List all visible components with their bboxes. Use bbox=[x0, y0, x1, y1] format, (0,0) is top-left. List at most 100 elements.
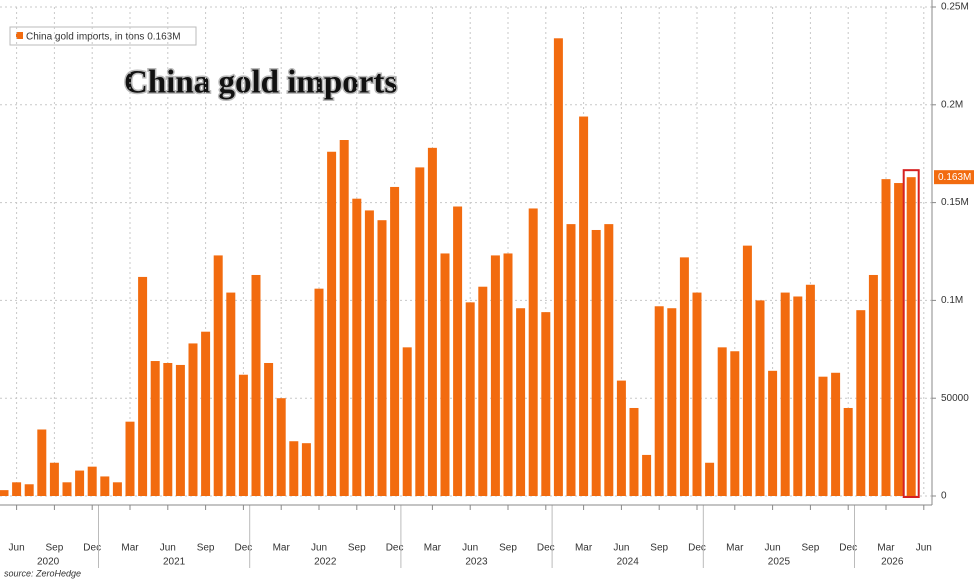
x-tick-label: Mar bbox=[726, 543, 744, 554]
bar bbox=[906, 177, 916, 496]
bar bbox=[868, 274, 878, 496]
legend-swatch bbox=[16, 32, 23, 39]
bar bbox=[478, 286, 488, 496]
bar bbox=[339, 140, 349, 496]
bar bbox=[415, 167, 425, 496]
x-tick-label: Mar bbox=[121, 543, 139, 554]
x-tick-label: Sep bbox=[802, 543, 820, 554]
bar bbox=[465, 302, 475, 496]
bar bbox=[37, 429, 47, 496]
x-tick-label: Dec bbox=[688, 543, 706, 554]
x-tick-label: Jun bbox=[916, 543, 932, 554]
bar bbox=[238, 374, 248, 496]
bar bbox=[843, 407, 853, 496]
bar bbox=[831, 372, 841, 496]
x-tick-label: Jun bbox=[613, 543, 629, 554]
x-tick-label: Sep bbox=[650, 543, 668, 554]
last-value-label: 0.163M bbox=[938, 172, 971, 183]
x-year-label: 2022 bbox=[314, 557, 337, 568]
bar bbox=[377, 220, 387, 497]
bar bbox=[579, 116, 589, 496]
legend-box bbox=[9, 26, 197, 46]
bar bbox=[427, 147, 437, 496]
bar bbox=[175, 364, 185, 496]
x-tick-label: Dec bbox=[537, 543, 555, 554]
x-year-label: 2023 bbox=[465, 557, 488, 568]
x-tick-label: Dec bbox=[235, 543, 253, 554]
y-tick-label: 0 bbox=[941, 491, 947, 502]
bar bbox=[541, 312, 551, 496]
bar bbox=[490, 255, 500, 496]
bar bbox=[503, 253, 513, 496]
x-tick-label: Mar bbox=[575, 543, 593, 554]
x-year-label: 2021 bbox=[163, 557, 186, 568]
bar bbox=[679, 257, 689, 496]
x-tick-label: Dec bbox=[386, 543, 404, 554]
bar bbox=[755, 300, 765, 496]
bar bbox=[12, 482, 22, 496]
bar bbox=[201, 331, 211, 496]
bar bbox=[402, 347, 412, 496]
bar bbox=[616, 380, 626, 496]
x-tick-label: Sep bbox=[499, 543, 517, 554]
bar bbox=[87, 466, 97, 496]
bar bbox=[0, 490, 9, 496]
x-tick-label: Jun bbox=[9, 543, 25, 554]
bar bbox=[793, 296, 803, 496]
bar bbox=[604, 224, 614, 496]
bar bbox=[667, 308, 677, 496]
bar bbox=[566, 224, 576, 496]
bar bbox=[629, 407, 639, 496]
x-tick-label: Jun bbox=[462, 543, 478, 554]
x-tick-label: Dec bbox=[839, 543, 857, 554]
bar bbox=[314, 288, 324, 496]
bar bbox=[881, 179, 891, 497]
x-tick-label: Jun bbox=[160, 543, 176, 554]
bar bbox=[188, 343, 198, 496]
bar bbox=[390, 186, 400, 496]
bar bbox=[75, 470, 85, 496]
x-tick-label: Jun bbox=[311, 543, 327, 554]
y-tick-label: 0.2M bbox=[941, 99, 963, 110]
x-tick-label: Mar bbox=[424, 543, 442, 554]
bar bbox=[440, 253, 450, 496]
bar bbox=[163, 362, 173, 496]
bar bbox=[528, 208, 538, 496]
x-tick-label: Sep bbox=[348, 543, 366, 554]
bar bbox=[705, 462, 715, 496]
bar bbox=[352, 198, 362, 497]
bar bbox=[805, 284, 815, 496]
last-value-tag bbox=[934, 170, 974, 185]
bar bbox=[150, 361, 160, 496]
legend-name: China gold imports, in tons bbox=[26, 31, 144, 42]
x-tick-label: Jun bbox=[765, 543, 781, 554]
bar bbox=[264, 362, 274, 496]
bar bbox=[125, 421, 135, 496]
bar bbox=[213, 255, 223, 496]
y-tick-label: 50000 bbox=[941, 393, 969, 404]
bar bbox=[100, 476, 110, 496]
bar bbox=[516, 308, 526, 496]
bar bbox=[717, 347, 727, 496]
highlight-box bbox=[902, 169, 920, 498]
bar bbox=[768, 370, 778, 496]
y-tick-label: 0.25M bbox=[941, 2, 969, 13]
bar bbox=[24, 484, 34, 496]
bar bbox=[49, 462, 59, 496]
bar bbox=[276, 398, 286, 496]
bar bbox=[780, 292, 790, 496]
x-tick-label: Mar bbox=[877, 543, 895, 554]
bar bbox=[301, 443, 311, 496]
bar bbox=[654, 306, 664, 496]
x-year-label: 2020 bbox=[37, 557, 60, 568]
x-year-label: 2026 bbox=[881, 557, 904, 568]
bar bbox=[62, 482, 72, 496]
bar bbox=[138, 276, 148, 496]
x-tick-label: Dec bbox=[83, 543, 101, 554]
x-year-label: 2025 bbox=[768, 557, 791, 568]
source: source: ZeroHedge bbox=[4, 568, 81, 578]
legend-last-value: 0.163M bbox=[147, 31, 180, 42]
y-tick-label: 0.1M bbox=[941, 295, 963, 306]
bar bbox=[591, 229, 601, 496]
